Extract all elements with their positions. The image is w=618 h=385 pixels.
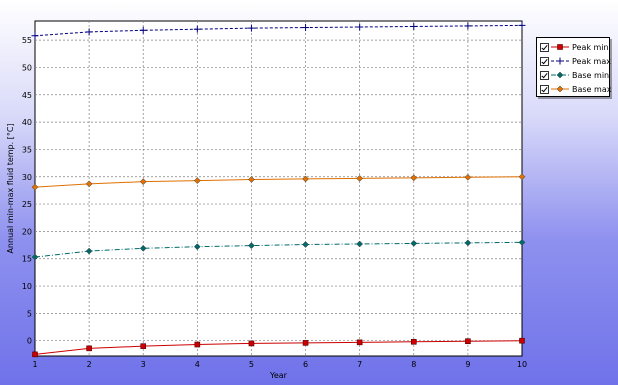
legend: Peak min Peak max Base min Base max	[536, 37, 611, 97]
x-tick-label: 5	[249, 360, 254, 369]
legend-marker	[556, 85, 564, 93]
checkbox[interactable]	[540, 84, 549, 94]
data-point	[248, 340, 255, 347]
series-peak-min	[32, 337, 525, 358]
x-axis-title: Year	[269, 371, 288, 380]
data-point	[194, 341, 201, 348]
series-line-base-min	[34, 241, 523, 258]
legend-label: Base max	[572, 84, 612, 94]
series-line-base-max	[34, 176, 523, 188]
data-point	[140, 343, 147, 349]
data-point	[356, 339, 363, 346]
y-tick-label: 0	[27, 337, 32, 346]
data-point	[193, 243, 201, 251]
series-line-peak-max	[34, 24, 523, 37]
x-tick-label: 4	[195, 360, 200, 369]
data-point	[31, 32, 39, 40]
legend-item-base-max[interactable]: Base max	[540, 82, 611, 96]
data-point	[518, 173, 526, 181]
y-tick-label: 25	[22, 200, 32, 209]
legend-swatch	[551, 85, 569, 93]
gridlines	[35, 21, 522, 356]
data-point	[302, 175, 309, 183]
checkbox[interactable]	[540, 70, 549, 80]
y-axis-title: Annual min-max fluid temp. [°C]	[6, 123, 15, 253]
data-point	[85, 247, 93, 255]
data-point	[356, 23, 364, 31]
series-peak-max	[31, 21, 526, 40]
legend-swatch	[551, 57, 569, 65]
legend-marker	[556, 71, 564, 79]
y-tick-label: 45	[22, 91, 32, 100]
y-tick-label: 5	[27, 309, 32, 318]
y-tick-label: 40	[22, 118, 32, 127]
x-tick-label: 2	[87, 360, 92, 369]
series-group	[31, 21, 526, 358]
legend-label: Peak min	[572, 42, 609, 52]
data-point	[31, 183, 39, 191]
legend-marker	[557, 44, 563, 50]
data-point	[248, 176, 255, 183]
y-tick-label: 55	[22, 36, 32, 45]
x-tick-label: 9	[465, 360, 470, 369]
x-tick-label: 10	[517, 360, 527, 369]
data-point	[302, 241, 309, 248]
legend-label: Base min	[572, 70, 610, 80]
data-point	[410, 174, 418, 182]
checkbox[interactable]	[540, 56, 549, 66]
y-tick-label: 35	[22, 145, 32, 154]
data-point	[85, 28, 93, 36]
data-point	[139, 26, 147, 34]
x-tick-label: 7	[357, 360, 362, 369]
data-point	[519, 337, 525, 344]
legend-marker	[556, 57, 564, 65]
x-tick-label: 8	[411, 360, 416, 369]
data-point	[139, 244, 147, 252]
series-line-peak-min	[34, 340, 523, 355]
legend-swatch	[551, 71, 569, 79]
legend-swatch	[551, 44, 569, 50]
series-base-max	[31, 173, 526, 191]
y-tick-label: 20	[22, 227, 32, 236]
checkbox[interactable]	[540, 42, 549, 52]
y-tick-label: 15	[22, 255, 32, 264]
data-point	[302, 24, 310, 32]
data-point	[464, 239, 472, 247]
data-point	[85, 180, 93, 188]
data-point	[410, 22, 418, 30]
legend-item-peak-max[interactable]: Peak max	[540, 54, 611, 68]
data-point	[31, 253, 39, 261]
data-point	[193, 25, 201, 33]
data-point	[247, 24, 255, 32]
data-point	[139, 178, 147, 186]
data-point	[410, 338, 417, 345]
data-point	[518, 21, 526, 29]
y-tick-label: 10	[22, 282, 32, 291]
data-point	[248, 242, 255, 249]
y-tick-label: 50	[22, 63, 32, 72]
x-tick-label: 3	[141, 360, 146, 369]
data-point	[410, 240, 418, 247]
legend-item-peak-min[interactable]: Peak min	[540, 40, 609, 54]
data-point	[86, 345, 92, 352]
y-tick-label: 30	[22, 173, 32, 182]
series-base-min	[31, 238, 526, 261]
plot-area	[34, 20, 523, 357]
x-tick-label: 6	[303, 360, 308, 369]
data-point	[302, 340, 309, 346]
data-point	[356, 175, 364, 182]
data-point	[518, 238, 526, 246]
data-point	[32, 351, 38, 358]
legend-label: Peak max	[572, 56, 611, 66]
data-point	[356, 240, 364, 248]
x-tick-label: 1	[32, 360, 37, 369]
data-point	[464, 22, 472, 30]
legend-item-base-min[interactable]: Base min	[540, 68, 610, 82]
data-point	[193, 177, 201, 184]
data-point	[464, 173, 472, 181]
data-point	[465, 338, 471, 345]
